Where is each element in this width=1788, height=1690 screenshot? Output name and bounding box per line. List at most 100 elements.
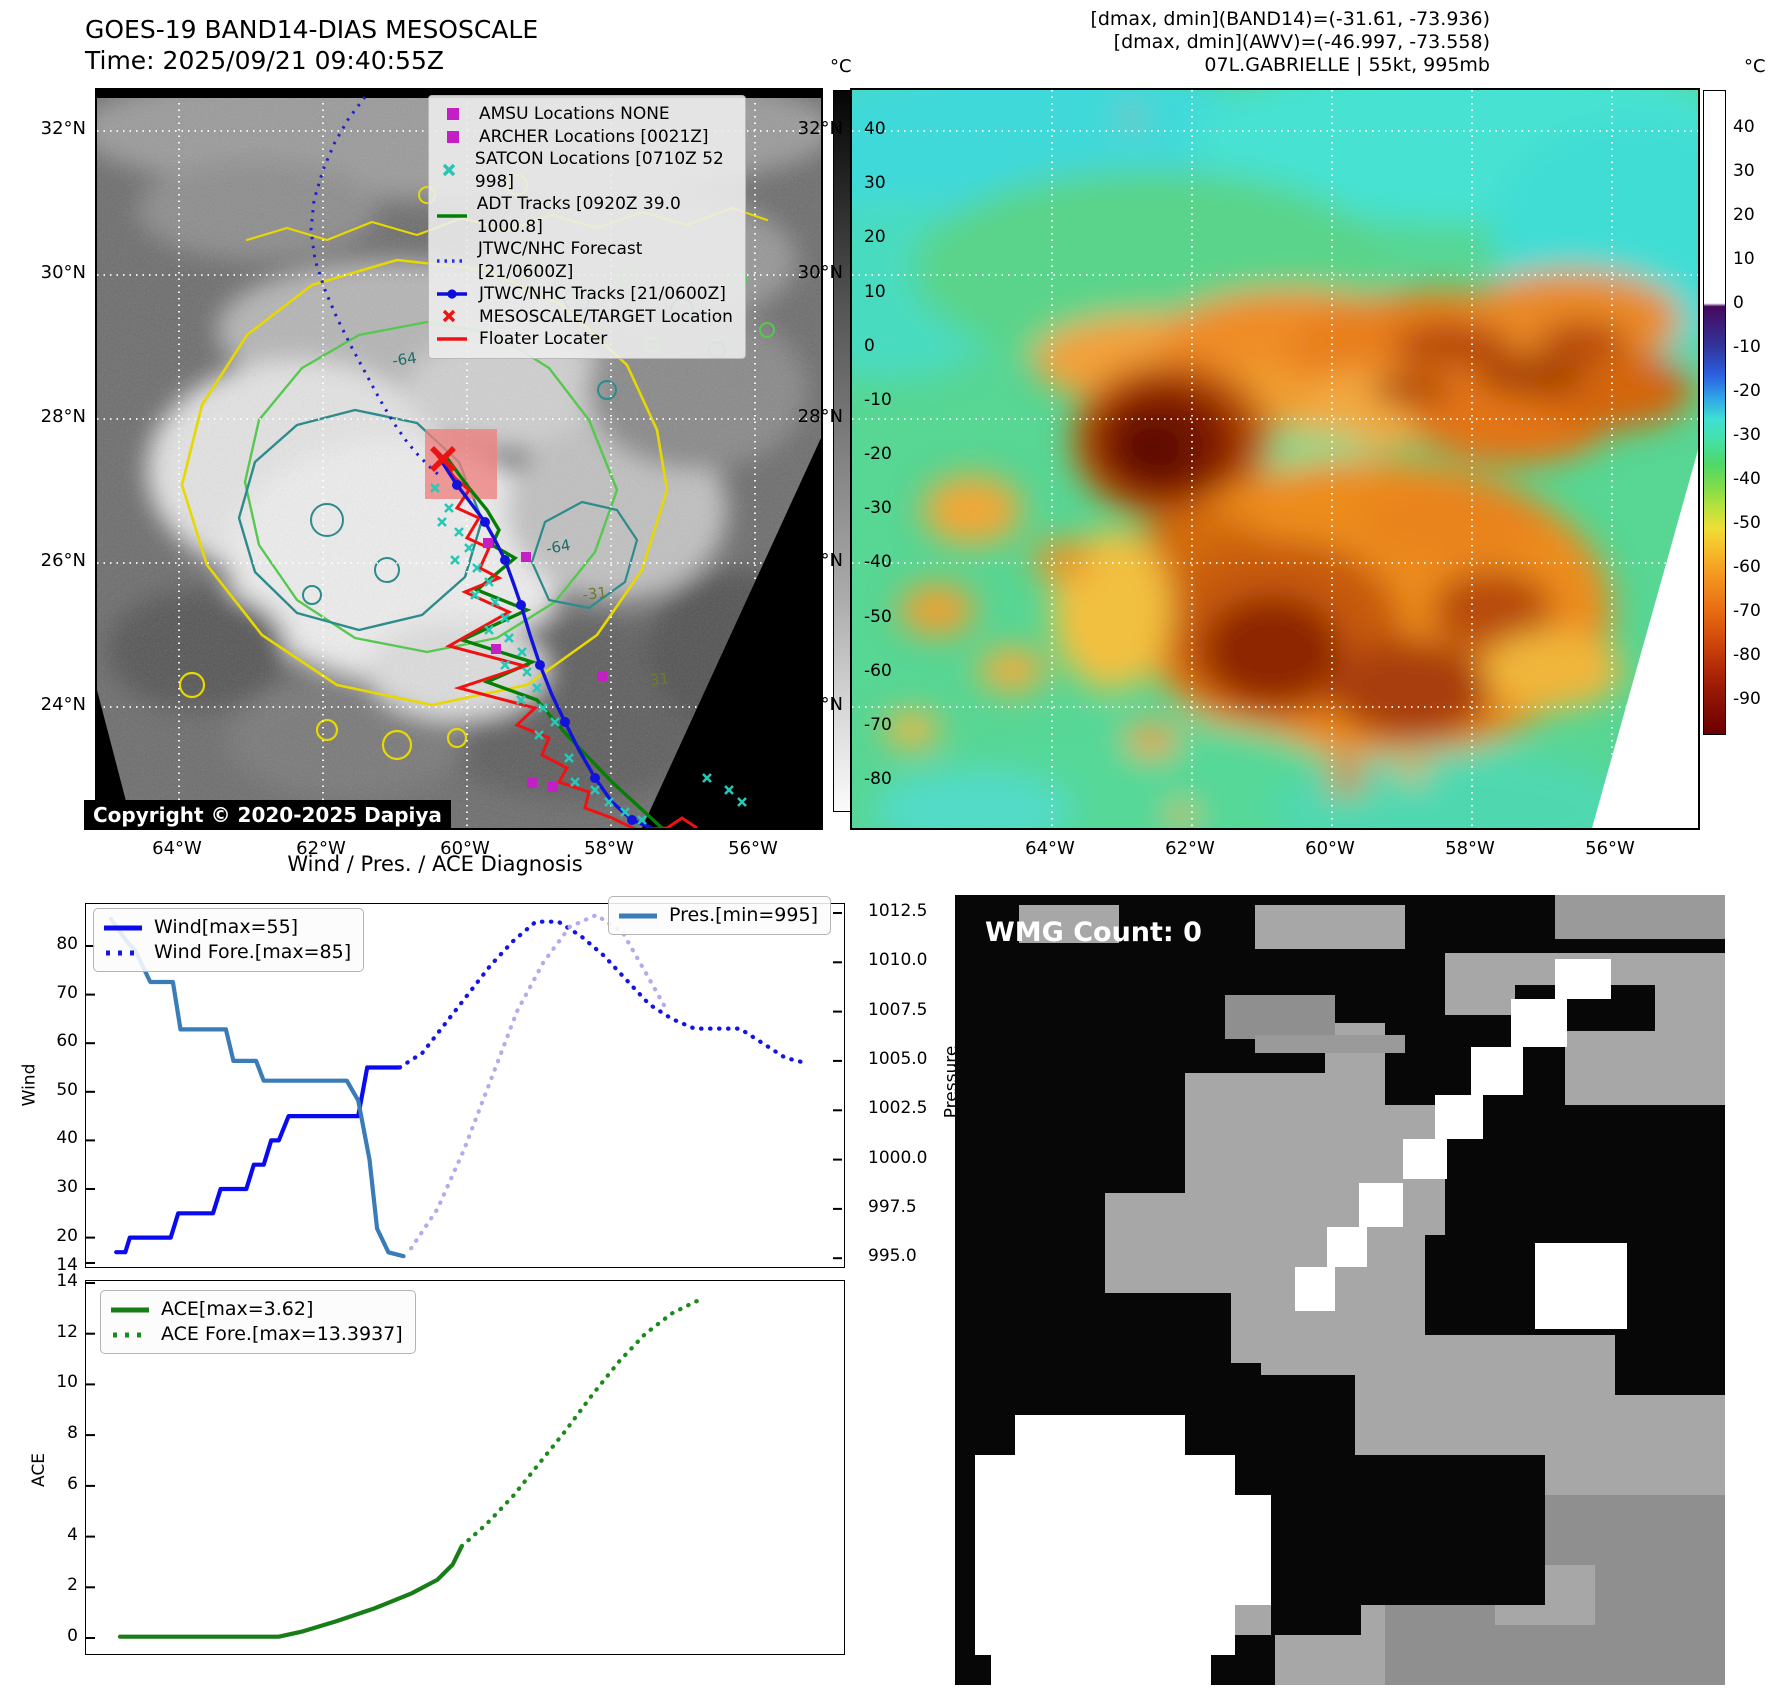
awv-cbar-tick: -90 bbox=[1733, 689, 1761, 709]
square-icon bbox=[447, 130, 459, 143]
band14-cbar-tick: 30 bbox=[864, 173, 886, 194]
band14-cbar-tick: 20 bbox=[864, 227, 886, 248]
band14-map-legend: AMSU Locations NONE ARCHER Locations [002… bbox=[428, 95, 746, 359]
pressure-tick: 1005.0 bbox=[868, 1049, 928, 1069]
storm-header: [dmax, dmin](BAND14)=(-31.61, -73.936) [… bbox=[1000, 8, 1490, 77]
wmg-count-label: WMG Count: 0 bbox=[985, 917, 1202, 948]
awv-lat-tick: 24°N bbox=[797, 694, 843, 715]
awv-lat-tick: 26°N bbox=[797, 550, 843, 571]
band14-cbar-tick: -80 bbox=[864, 769, 892, 790]
ace-legend-label: ACE[max=3.62] bbox=[161, 1298, 314, 1320]
line-icon bbox=[437, 213, 467, 218]
wind-tick: 20 bbox=[56, 1226, 78, 1246]
pressure-legend-label: Pres.[min=995] bbox=[669, 904, 818, 926]
awv-cbar-tick: 20 bbox=[1733, 205, 1755, 225]
awv-cbar-tick: 0 bbox=[1733, 293, 1744, 313]
map-legend-item: MESOSCALE/TARGET Location bbox=[435, 306, 735, 329]
svg-text:-31: -31 bbox=[644, 670, 670, 690]
pressure-legend: Pres.[min=995] bbox=[608, 896, 831, 935]
jtwc-track-points bbox=[452, 480, 637, 825]
scan-edge-wedge bbox=[642, 438, 821, 828]
floater-track bbox=[435, 454, 698, 832]
jtwc-track bbox=[440, 461, 653, 830]
awv-cbar-tick: 40 bbox=[1733, 117, 1755, 137]
ace-tick: 2 bbox=[67, 1575, 78, 1595]
wind-tick: 50 bbox=[56, 1080, 78, 1100]
ace-tick: 10 bbox=[56, 1372, 78, 1392]
band14-cbar-tick: -20 bbox=[864, 444, 892, 465]
jtwc-forecast-track bbox=[309, 96, 441, 478]
satcon-markers bbox=[430, 483, 747, 825]
awv-lat-tick: 30°N bbox=[797, 262, 843, 283]
ace-tick: 6 bbox=[67, 1474, 78, 1494]
pressure-tick: 997.5 bbox=[868, 1197, 917, 1217]
pressure-tick: 1002.5 bbox=[868, 1098, 928, 1118]
band14-cbar-tick: 0 bbox=[864, 335, 875, 356]
pressure-tick: 995.0 bbox=[868, 1246, 917, 1266]
diagnosis-title: Wind / Pres. / ACE Diagnosis bbox=[287, 852, 583, 876]
band14-lon-tick: 58°W bbox=[584, 838, 634, 859]
awv-map-art bbox=[772, 55, 1772, 870]
awv-colorbar bbox=[1703, 90, 1726, 735]
storm-id: 07L.GABRIELLE | 55kt, 995mb bbox=[1204, 54, 1490, 76]
wind-legend-label: Wind[max=55] bbox=[154, 916, 299, 938]
wind-tick: 60 bbox=[56, 1031, 78, 1051]
line-icon bbox=[437, 337, 467, 342]
band14-lon-tick: 60°W bbox=[440, 838, 490, 859]
ace-tick: 4 bbox=[67, 1525, 78, 1545]
x-icon bbox=[442, 163, 456, 176]
ace-tick: 12 bbox=[56, 1322, 78, 1342]
map-legend-item: ARCHER Locations [0021Z] bbox=[435, 126, 735, 149]
copyright-badge: Copyright © 2020-2025 Dapiya bbox=[84, 800, 451, 830]
ace-fore-legend-label: ACE Fore.[max=13.3937] bbox=[161, 1323, 403, 1345]
awv-cbar-tick: 10 bbox=[1733, 249, 1755, 269]
map-legend-item: ADT Tracks [0920Z 39.0 1000.8] bbox=[435, 193, 735, 238]
pressure-tick: 1010.0 bbox=[868, 950, 928, 970]
line-dot-icon bbox=[437, 289, 467, 299]
awv-colorbar-unit: °C bbox=[1744, 56, 1766, 77]
band14-lat-tick: 32°N bbox=[40, 118, 86, 139]
band14-lon-tick: 62°W bbox=[296, 838, 346, 859]
awv-cbar-tick: -80 bbox=[1733, 645, 1761, 665]
awv-lat-tick: 28°N bbox=[797, 406, 843, 427]
awv-cbar-tick: -70 bbox=[1733, 601, 1761, 621]
x-icon bbox=[442, 309, 456, 322]
awv-scan-edge bbox=[1592, 450, 1698, 828]
awv-lon-tick: 62°W bbox=[1165, 838, 1215, 859]
page-title: GOES-19 BAND14-DIAS MESOSCALE Time: 2025… bbox=[85, 14, 538, 76]
band14-cbar-tick: -10 bbox=[864, 389, 892, 410]
wind-tick: 70 bbox=[56, 983, 78, 1003]
wind-fore-legend-row: Wind Fore.[max=85] bbox=[102, 940, 351, 965]
band14-colorbar-unit: °C bbox=[830, 56, 852, 77]
pressure-legend-row: Pres.[min=995] bbox=[617, 903, 818, 928]
wind-legend-row: Wind[max=55] bbox=[102, 915, 351, 940]
title-line1: GOES-19 BAND14-DIAS MESOSCALE bbox=[85, 15, 539, 44]
square-icon bbox=[447, 108, 459, 121]
ace-tick: 0 bbox=[67, 1626, 78, 1646]
dmax-awv: [dmax, dmin](AWV)=(-46.997, -73.558) bbox=[1113, 31, 1490, 53]
svg-text:-64: -64 bbox=[545, 536, 572, 558]
pressure-tick: 1012.5 bbox=[868, 901, 928, 921]
awv-cbar-tick: -60 bbox=[1733, 557, 1761, 577]
wind-tick: 80 bbox=[56, 934, 78, 954]
band14-cbar-tick: -60 bbox=[864, 660, 892, 681]
band14-lat-tick: 28°N bbox=[40, 406, 86, 427]
awv-cbar-tick: -30 bbox=[1733, 425, 1761, 445]
dmax-band14: [dmax, dmin](BAND14)=(-31.61, -73.936) bbox=[1090, 8, 1490, 30]
awv-cbar-tick: -10 bbox=[1733, 337, 1761, 357]
map-legend-item: SATCON Locations [0710Z 52 998] bbox=[435, 148, 735, 193]
awv-lon-tick: 58°W bbox=[1445, 838, 1495, 859]
band14-lon-tick: 56°W bbox=[728, 838, 778, 859]
series-wind bbox=[397, 919, 807, 1070]
map-legend-item: AMSU Locations NONE bbox=[435, 103, 735, 126]
awv-cbar-tick: -50 bbox=[1733, 513, 1761, 533]
wind-tick: 40 bbox=[56, 1128, 78, 1148]
awv-lon-tick: 60°W bbox=[1305, 838, 1355, 859]
series-pressure bbox=[409, 912, 667, 1251]
awv-cbar-tick: 30 bbox=[1733, 161, 1755, 181]
wind-tick: 30 bbox=[56, 1177, 78, 1197]
ace-fore-legend-row: ACE Fore.[max=13.3937] bbox=[109, 1322, 403, 1347]
map-legend-item: Floater Locater bbox=[435, 328, 735, 351]
awv-lat-tick: 32°N bbox=[797, 118, 843, 139]
